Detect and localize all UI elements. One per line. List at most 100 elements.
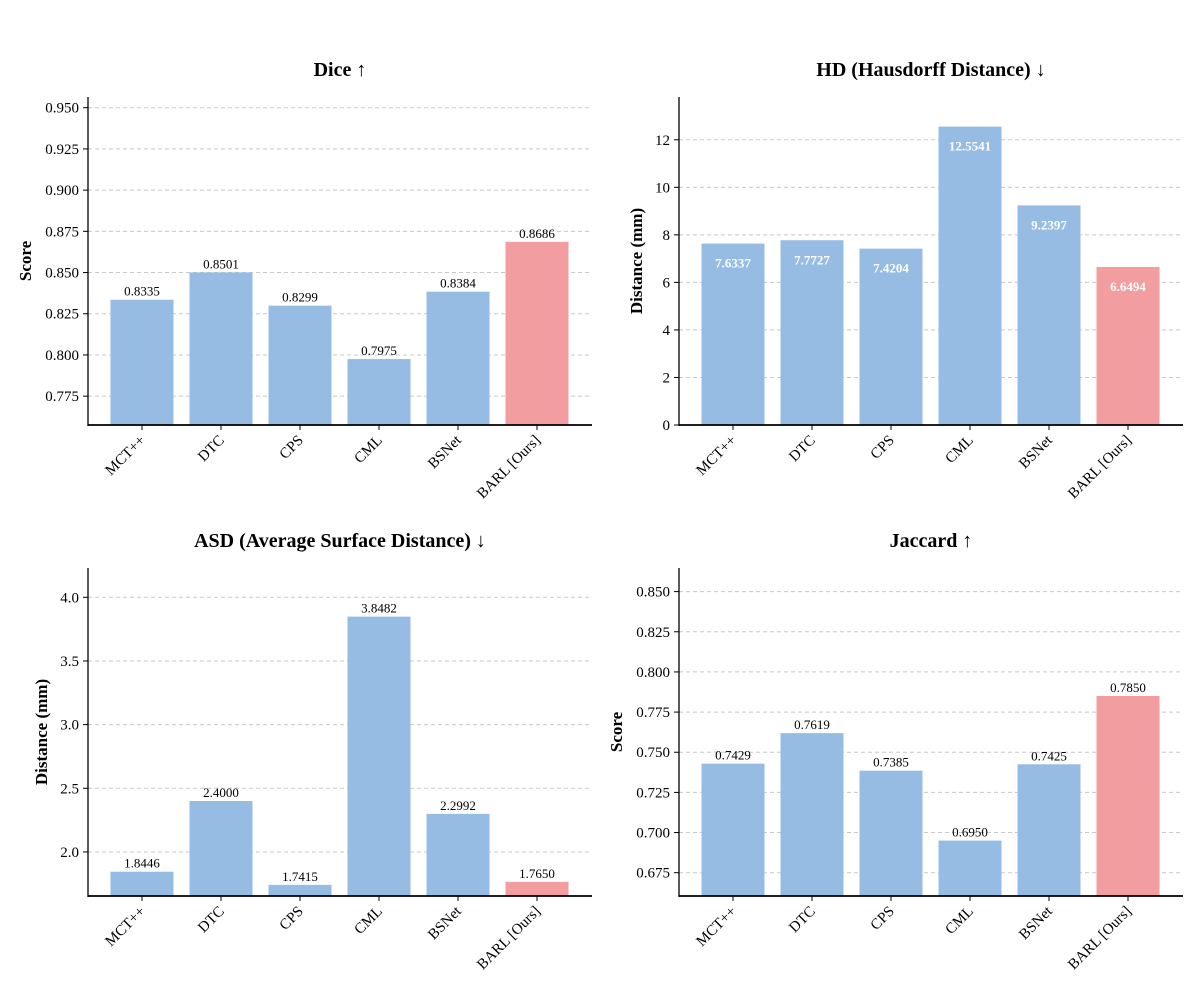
y-axis-label: Score [607, 711, 626, 752]
y-tick-label: 4.0 [60, 590, 79, 606]
bar [505, 241, 569, 425]
data-label: 0.8299 [282, 290, 318, 305]
data-label: 3.8482 [361, 601, 397, 616]
bar [938, 126, 1002, 425]
bar [938, 840, 1002, 896]
bar [1017, 205, 1081, 425]
data-label: 9.2397 [1031, 217, 1067, 232]
y-tick-label: 0.850 [45, 266, 79, 282]
y-tick-label: 0.950 [45, 101, 79, 117]
x-tick-label: MCT++ [103, 904, 149, 950]
x-tick-label: CPS [868, 433, 898, 463]
data-label: 0.7850 [1110, 680, 1146, 695]
x-tick-label: CML [943, 904, 977, 938]
bar [426, 291, 490, 425]
data-label: 7.7727 [794, 252, 830, 267]
y-tick-label: 3.5 [60, 654, 79, 670]
y-axis-label: Score [16, 240, 35, 281]
y-tick-label: 2.5 [60, 781, 79, 797]
y-tick-label: 0.750 [636, 745, 670, 761]
bar [426, 813, 490, 896]
bar [189, 801, 253, 896]
bar [1096, 266, 1160, 425]
bar [780, 733, 844, 896]
x-tick-label: CPS [868, 904, 898, 934]
bar [780, 240, 844, 425]
chart-title: ASD (Average Surface Distance) ↓ [194, 530, 486, 552]
y-tick-label: 2.0 [60, 845, 79, 861]
data-label: 6.6494 [1110, 279, 1146, 294]
bar [701, 243, 765, 425]
bar [110, 299, 174, 425]
y-tick-label: 10 [655, 180, 670, 196]
y-tick-label: 12 [655, 133, 670, 149]
x-tick-label: BSNet [425, 432, 465, 472]
x-tick-label: BARL [Ours] [474, 904, 544, 974]
x-tick-label: MCT++ [694, 904, 740, 950]
hd-chart: HD (Hausdorff Distance) ↓ Distance (mm) … [627, 59, 1183, 502]
x-tick-label: BSNet [1016, 432, 1056, 472]
data-label: 0.8384 [440, 276, 476, 291]
bar [859, 248, 923, 425]
data-label: 0.7429 [715, 748, 751, 763]
y-tick-label: 8 [663, 228, 671, 244]
x-tick-label: BARL [Ours] [474, 433, 544, 503]
x-tick-label: BSNet [425, 903, 465, 943]
bar [268, 305, 332, 425]
x-tick-label: MCT++ [103, 433, 149, 479]
bar [859, 770, 923, 896]
bar [505, 881, 569, 896]
data-label: 0.8335 [124, 284, 160, 299]
y-tick-label: 0.800 [45, 348, 79, 364]
data-label: 2.2992 [440, 798, 476, 813]
x-tick-label: CPS [277, 433, 307, 463]
y-tick-label: 0.700 [636, 826, 670, 842]
x-tick-label: CML [352, 904, 386, 938]
y-tick-label: 0.775 [636, 705, 670, 721]
y-tick-label: 0.825 [45, 307, 79, 323]
asd-chart: ASD (Average Surface Distance) ↓ Distanc… [32, 530, 592, 973]
data-label: 0.7619 [794, 717, 830, 732]
x-tick-label: BARL [Ours] [1065, 904, 1135, 974]
data-label: 0.6950 [952, 825, 988, 840]
y-axis-label: Distance (mm) [32, 679, 51, 785]
data-label: 12.5541 [949, 139, 991, 154]
y-tick-label: 0.900 [45, 183, 79, 199]
dice-chart: Dice ↑ Score 0.775 0.800 0.825 0.850 0.875 0.… [16, 59, 592, 502]
y-tick-label: 6 [663, 275, 671, 291]
y-tick-label: 0.800 [636, 665, 670, 681]
data-label: 0.7385 [873, 755, 909, 770]
x-tick-label: BARL [Ours] [1065, 433, 1135, 503]
data-label: 0.8686 [519, 226, 555, 241]
data-label: 0.8501 [203, 256, 239, 271]
chart-title: HD (Hausdorff Distance) ↓ [816, 59, 1045, 81]
y-tick-label: 0.825 [636, 625, 670, 641]
y-tick-label: 3.0 [60, 718, 79, 734]
x-tick-label: MCT++ [694, 433, 740, 479]
data-label: 0.7425 [1031, 748, 1067, 763]
data-label: 1.7650 [519, 866, 555, 881]
data-label: 1.7415 [282, 869, 318, 884]
y-tick-label: 0.725 [636, 785, 670, 801]
x-tick-label: CML [943, 433, 977, 467]
bar [347, 359, 411, 425]
jaccard-chart: Jaccard ↑ Score 0.675 0.700 0.725 0.750 0.77… [607, 530, 1183, 973]
x-tick-label: DTC [195, 904, 228, 937]
bar [1017, 764, 1081, 896]
bar [347, 616, 411, 896]
chart-title: Jaccard ↑ [890, 530, 973, 552]
x-tick-label: DTC [786, 904, 819, 937]
bar [110, 871, 174, 896]
bar [189, 272, 253, 425]
data-label: 0.7975 [361, 343, 397, 358]
y-tick-label: 0.850 [636, 585, 670, 601]
y-tick-label: 4 [663, 323, 671, 339]
data-label: 2.4000 [203, 785, 239, 800]
data-label: 7.4204 [873, 261, 909, 276]
y-tick-label: 0.875 [45, 224, 79, 240]
x-tick-label: BSNet [1016, 903, 1056, 943]
chart-title: Dice ↑ [314, 59, 367, 81]
y-tick-label: 0.675 [636, 866, 670, 882]
data-label: 1.8446 [124, 856, 160, 871]
